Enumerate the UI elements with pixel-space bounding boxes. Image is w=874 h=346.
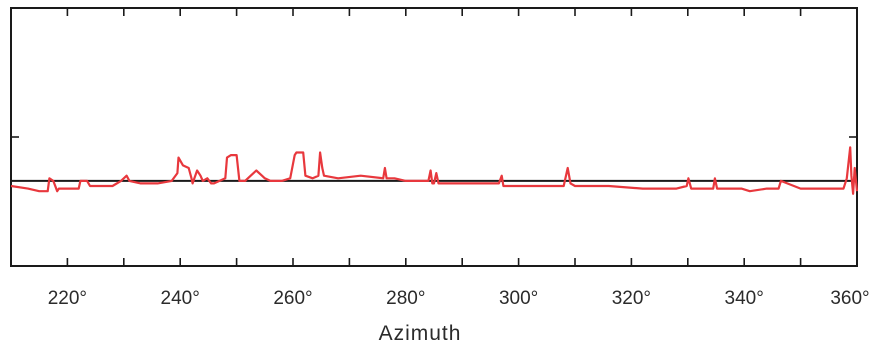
x-tick-label: 260° [273,288,312,309]
x-tick-label: 320° [612,288,651,309]
plot-frame [10,7,858,267]
x-tick-label: 240° [161,288,200,309]
x-tick-label: 220° [48,288,87,309]
series-line [10,146,859,195]
tick-marks [11,8,857,266]
x-tick-label: 360° [830,288,869,309]
x-tick-labels: 220° 240° 260° 280° 300° 320° 340° 360° [48,288,870,309]
x-axis-title: Azimuth [379,322,462,345]
x-tick-label: 300° [499,288,538,309]
x-tick-label: 340° [725,288,764,309]
x-tick-label: 280° [386,288,425,309]
